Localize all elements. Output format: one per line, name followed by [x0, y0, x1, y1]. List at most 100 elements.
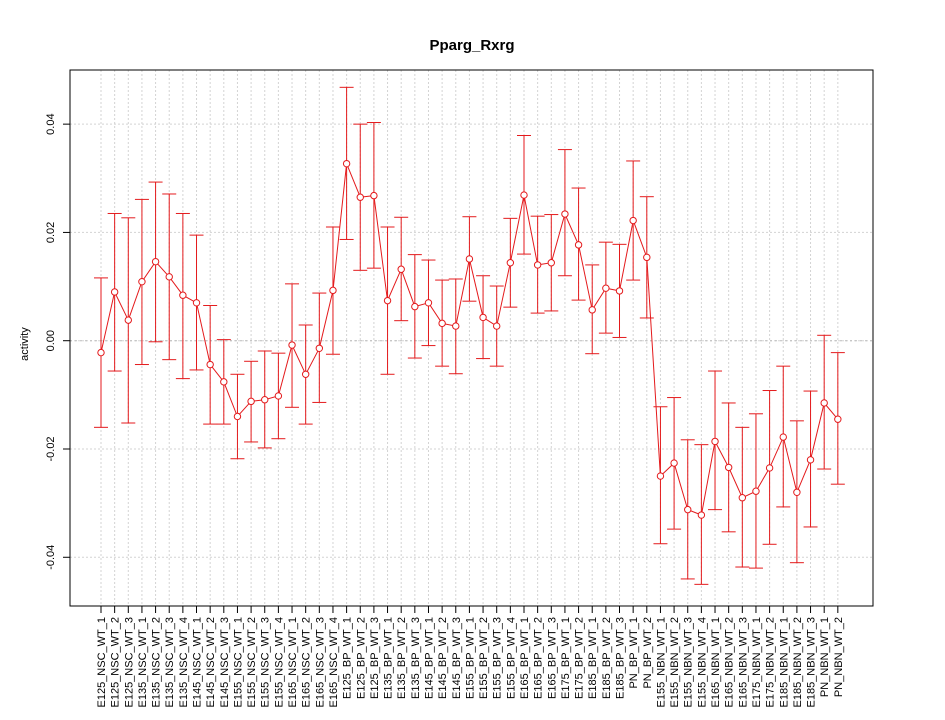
data-point [574, 241, 583, 249]
data-point [820, 399, 828, 407]
x-tick-label: E175_BP_WT_2 [574, 617, 586, 699]
x-tick-label: E155_BP_WT_3 [492, 617, 504, 699]
x-tick-label: E155_NBN_WT_2 [669, 617, 681, 708]
y-tick-label: -0.02 [45, 436, 57, 461]
chart-title: Pparg_Rxrg [429, 37, 514, 54]
x-tick-label: E125_BP_WT_3 [369, 617, 381, 699]
data-point [329, 286, 337, 295]
x-tick-label: PN_BP_WT_2 [642, 617, 654, 689]
x-tick-label: E155_BP_WT_4 [505, 617, 517, 699]
data-point [192, 299, 201, 307]
x-tick-label: E145_NSC_WT_3 [219, 617, 231, 708]
x-tick-label: E125_BP_WT_2 [355, 617, 367, 699]
x-tick-label: E155_BP_WT_1 [464, 617, 476, 699]
x-tick-label: E185_BP_WT_2 [601, 617, 613, 699]
data-point [411, 302, 419, 311]
data-point [206, 360, 214, 369]
x-tick-label: E145_NSC_WT_2 [205, 617, 217, 708]
data-point [697, 511, 706, 519]
data-point [629, 216, 637, 225]
data-point [397, 265, 405, 273]
x-tick-label: E125_NSC_WT_3 [123, 617, 135, 708]
y-tick-label: 0.02 [45, 222, 57, 243]
x-tick-label: E165_BP_WT_3 [546, 617, 558, 699]
data-point [233, 412, 242, 421]
data-point [383, 296, 392, 305]
data-point [561, 210, 569, 218]
data-point [670, 459, 678, 467]
data-point [315, 344, 324, 352]
x-tick-label: E175_BP_WT_1 [560, 617, 572, 699]
x-tick-label: E165_NSC_WT_3 [314, 617, 326, 708]
x-tick-label: E135_NSC_WT_2 [151, 617, 163, 708]
data-point [465, 255, 474, 263]
data-point [547, 259, 555, 267]
x-tick-label: E175_NBN_WT_1 [751, 617, 763, 708]
data-point [520, 191, 528, 199]
x-tick-label: E145_BP_WT_3 [451, 617, 463, 699]
data-point [765, 464, 774, 472]
data-point [493, 322, 501, 330]
data-point [138, 277, 146, 286]
x-tick-label: E165_NBN_WT_1 [710, 617, 722, 708]
data-point [793, 488, 801, 497]
data-point [656, 472, 665, 480]
data-point [752, 487, 760, 495]
data-point [834, 415, 842, 423]
x-tick-label: E125_NSC_WT_1 [96, 617, 108, 708]
data-point [533, 261, 542, 269]
data-point [643, 253, 651, 262]
x-tick-label: E185_NBN_WT_2 [792, 617, 804, 708]
x-tick-label: E155_NSC_WT_2 [246, 617, 258, 708]
data-point [588, 306, 596, 314]
data-point [738, 494, 747, 502]
x-tick-label: E165_NBN_WT_3 [737, 617, 749, 708]
x-tick-label: E165_BP_WT_2 [533, 617, 545, 699]
y-tick-label: 0.00 [45, 330, 57, 351]
x-tick-label: E125_NSC_WT_2 [110, 617, 122, 708]
data-point [220, 378, 228, 386]
x-tick-label: PN_NBN_WT_2 [833, 617, 845, 697]
x-tick-label: E145_BP_WT_1 [423, 617, 435, 699]
data-point [151, 257, 160, 266]
data-point [342, 159, 351, 168]
x-tick-label: E145_BP_WT_2 [437, 617, 449, 699]
x-tick-label: E125_BP_WT_1 [342, 617, 354, 699]
data-point [179, 291, 187, 299]
data-point [806, 456, 815, 464]
data-point-layer [97, 159, 842, 519]
data-point [479, 313, 487, 322]
x-tick-label: E155_NSC_WT_3 [260, 617, 272, 708]
x-tick-label: E185_NBN_WT_1 [778, 617, 790, 708]
x-tick-label: E165_NSC_WT_1 [287, 617, 299, 708]
x-tick-label: E185_BP_WT_1 [587, 617, 599, 699]
y-tick-label: 0.04 [45, 113, 57, 134]
x-tick-label: E175_NBN_WT_2 [765, 617, 777, 708]
data-point [684, 505, 692, 514]
x-tick-label: E165_NBN_WT_2 [724, 617, 736, 708]
x-tick-label: E155_NBN_WT_3 [683, 617, 695, 708]
y-tick-label: -0.04 [45, 545, 57, 570]
x-tick-label: PN_NBN_WT_1 [819, 617, 831, 697]
data-point [615, 287, 624, 295]
data-point [356, 193, 364, 201]
x-tick-label: PN_BP_WT_1 [628, 617, 640, 689]
x-tick-label: E135_NSC_WT_1 [137, 617, 149, 708]
x-tick-label: E145_NSC_WT_1 [192, 617, 204, 708]
data-point [110, 288, 119, 296]
x-tick-label: E135_NSC_WT_4 [178, 617, 190, 708]
data-point [288, 341, 296, 349]
data-point [724, 463, 733, 472]
x-tick-label: E165_BP_WT_1 [519, 617, 531, 699]
data-point [506, 259, 515, 267]
data-point [274, 392, 283, 400]
data-point [97, 348, 105, 357]
x-tick-label: E135_BP_WT_2 [396, 617, 408, 699]
x-tick-label: E135_NSC_WT_3 [164, 617, 176, 708]
data-point [779, 433, 787, 441]
grid-layer [70, 70, 873, 606]
x-tick-label: E155_NBN_WT_1 [655, 617, 667, 708]
data-point [370, 191, 378, 200]
